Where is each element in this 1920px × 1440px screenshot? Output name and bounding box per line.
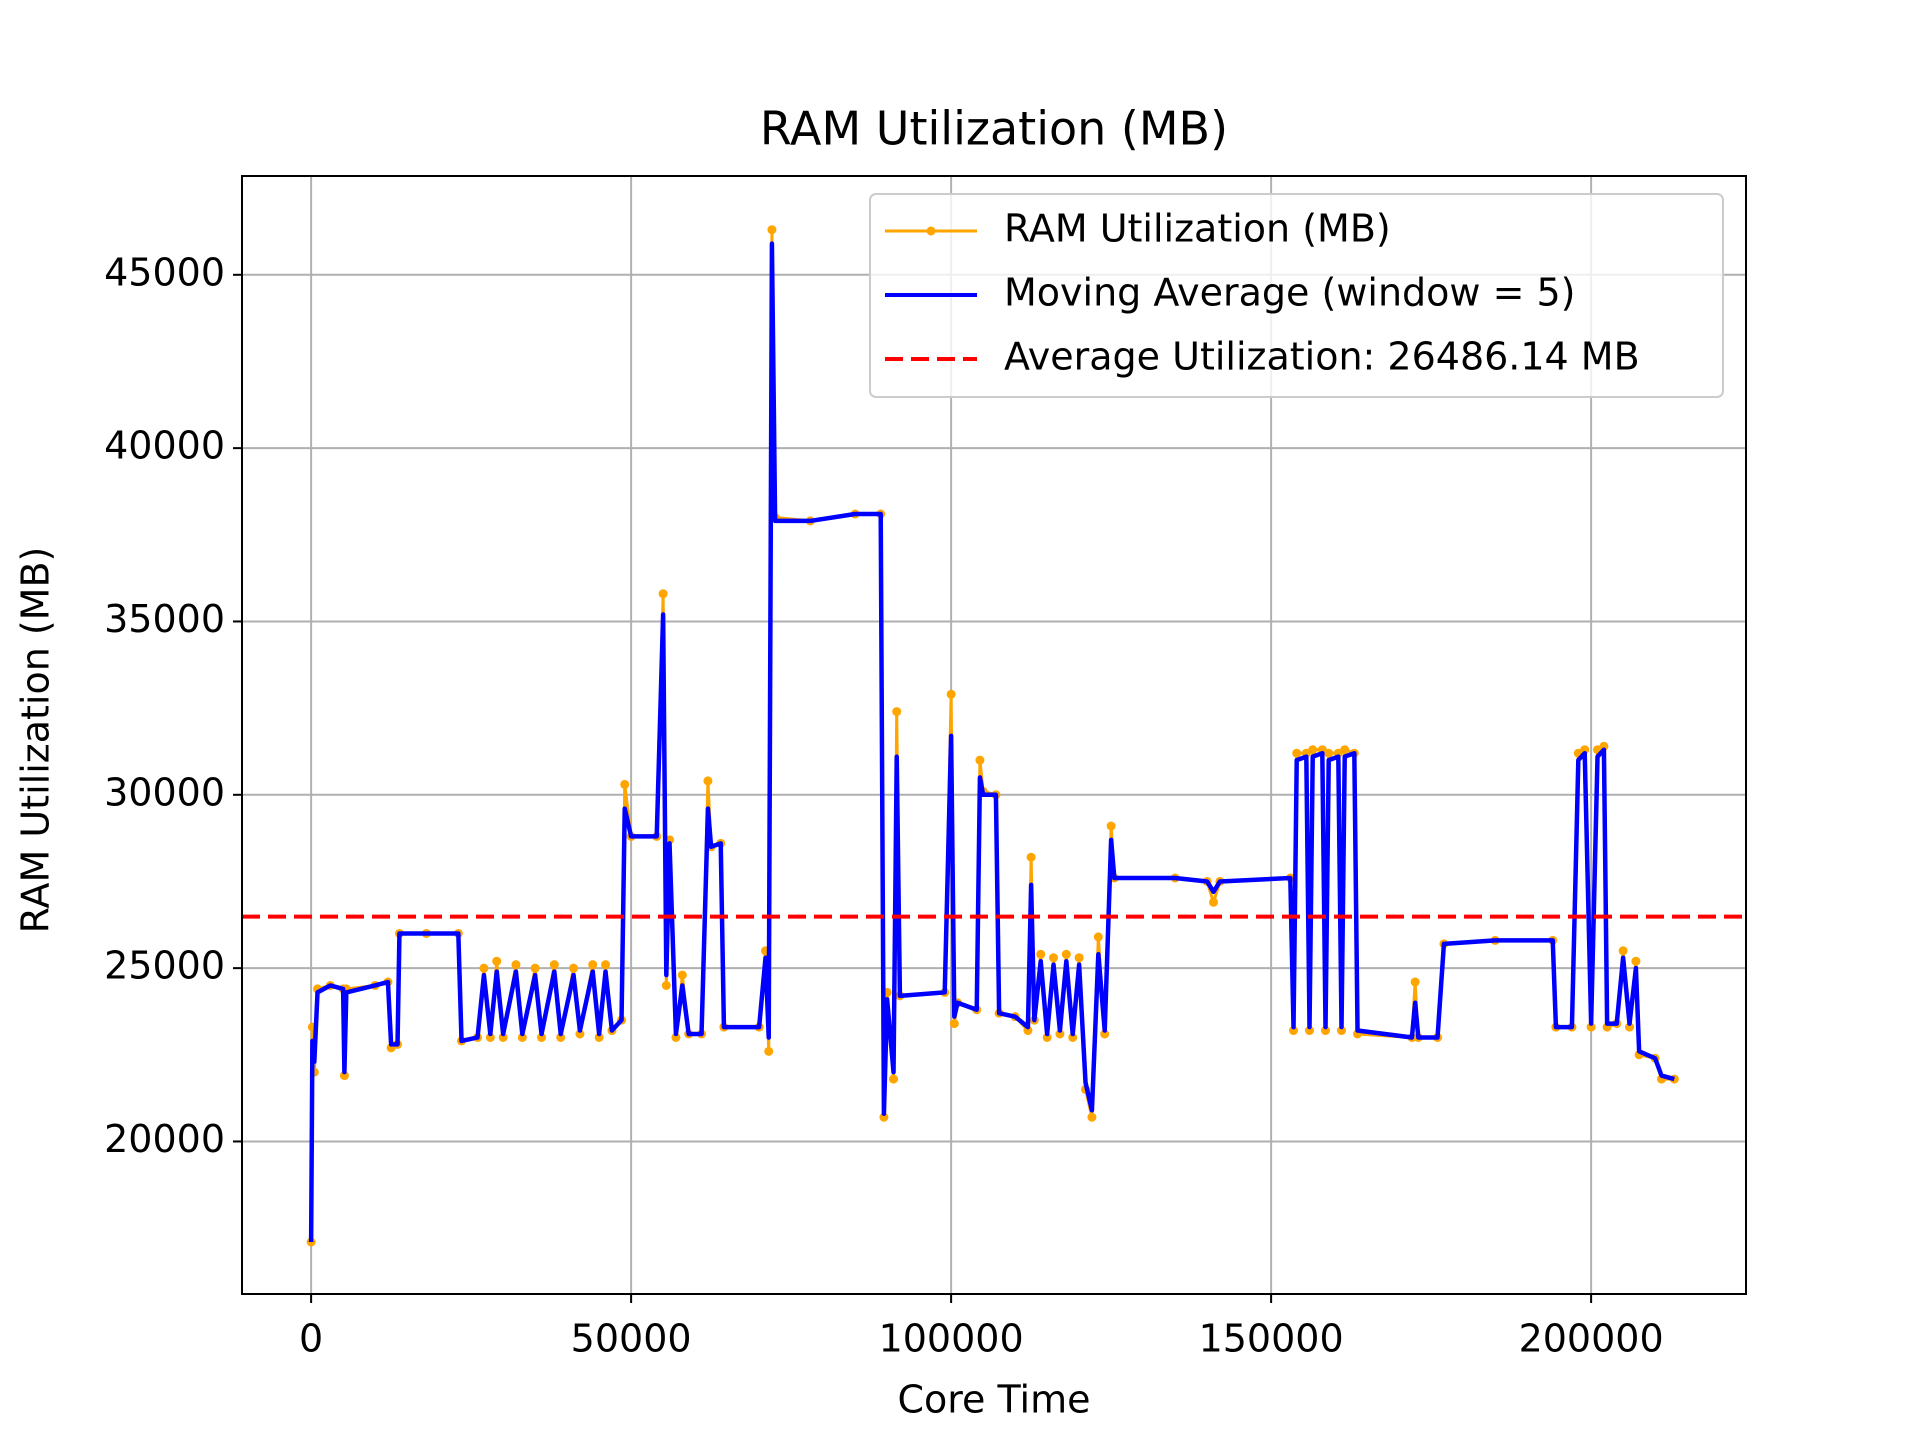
data-point	[1209, 897, 1219, 907]
data-point	[658, 589, 668, 599]
x-tick-label: 50000	[571, 1317, 692, 1361]
data-point	[892, 707, 902, 717]
data-point	[492, 956, 502, 966]
data-point	[677, 970, 687, 980]
data-point	[1631, 956, 1641, 966]
data-point	[556, 1032, 566, 1042]
x-tick-label: 150000	[1199, 1317, 1344, 1361]
data-point	[601, 960, 611, 970]
data-point	[1026, 852, 1036, 862]
data-point	[1023, 1026, 1033, 1036]
data-point	[1340, 745, 1350, 755]
legend-box	[869, 193, 1724, 398]
data-point	[946, 689, 956, 699]
chart-title: RAM Utilization (MB)	[760, 102, 1228, 156]
data-point	[1599, 741, 1609, 751]
data-point	[479, 963, 489, 973]
y-tick-label: 20000	[104, 1117, 225, 1161]
data-point	[767, 225, 777, 235]
x-axis-label: Core Time	[897, 1378, 1090, 1422]
data-point	[1042, 1032, 1052, 1042]
data-point	[549, 960, 559, 970]
data-point	[1324, 748, 1334, 758]
data-point	[537, 1032, 547, 1042]
data-point	[1055, 1029, 1065, 1039]
legend-label: Average Utilization: 26486.14 MB	[1004, 335, 1640, 379]
data-point	[1061, 949, 1071, 959]
data-point	[498, 1032, 508, 1042]
data-point	[703, 776, 713, 786]
x-tick-label: 200000	[1519, 1317, 1664, 1361]
data-point	[511, 960, 521, 970]
data-point	[1074, 953, 1084, 963]
axes-frame	[241, 175, 1747, 1295]
data-point	[1625, 1022, 1635, 1032]
data-point	[1337, 1026, 1347, 1036]
legend-label: Moving Average (window = 5)	[1004, 271, 1575, 315]
data-point	[949, 1019, 959, 1029]
data-point	[569, 963, 579, 973]
y-tick-label: 25000	[104, 944, 225, 988]
data-point	[588, 960, 598, 970]
data-point	[1292, 748, 1302, 758]
data-point	[1106, 821, 1116, 831]
y-axis-label: RAM Utilization (MB)	[14, 547, 58, 934]
data-point	[1618, 946, 1628, 956]
y-tick-label: 45000	[104, 250, 225, 294]
data-point	[339, 1071, 349, 1081]
x-tick-label: 0	[299, 1317, 323, 1361]
data-point	[975, 755, 985, 765]
series-line	[308, 241, 1675, 1243]
data-point	[1321, 1026, 1331, 1036]
data-point	[1100, 1029, 1110, 1039]
data-point	[530, 963, 540, 973]
data-point	[1093, 932, 1103, 942]
data-point	[575, 1029, 585, 1039]
data-point	[1036, 949, 1046, 959]
plot-area	[242, 225, 1746, 1247]
data-point	[1410, 977, 1420, 987]
data-point	[1308, 745, 1318, 755]
data-point	[889, 1074, 899, 1084]
data-point	[1087, 1112, 1097, 1122]
data-point	[485, 1032, 495, 1042]
y-tick-label: 30000	[104, 770, 225, 814]
data-point	[1586, 1022, 1596, 1032]
data-point	[620, 779, 630, 789]
y-tick-label: 40000	[104, 424, 225, 468]
data-point	[1289, 1026, 1299, 1036]
x-tick-label: 100000	[879, 1317, 1024, 1361]
data-point	[1049, 953, 1059, 963]
data-point	[1068, 1032, 1078, 1042]
data-point	[661, 980, 671, 990]
legend-marker	[926, 226, 936, 236]
data-point	[671, 1032, 681, 1042]
data-point	[879, 1112, 889, 1122]
data-point	[1580, 745, 1590, 755]
legend-label: RAM Utilization (MB)	[1004, 207, 1391, 251]
data-point	[517, 1032, 527, 1042]
data-point	[594, 1032, 604, 1042]
data-point	[1305, 1026, 1315, 1036]
data-point	[764, 1046, 774, 1056]
y-tick-label: 35000	[104, 597, 225, 641]
